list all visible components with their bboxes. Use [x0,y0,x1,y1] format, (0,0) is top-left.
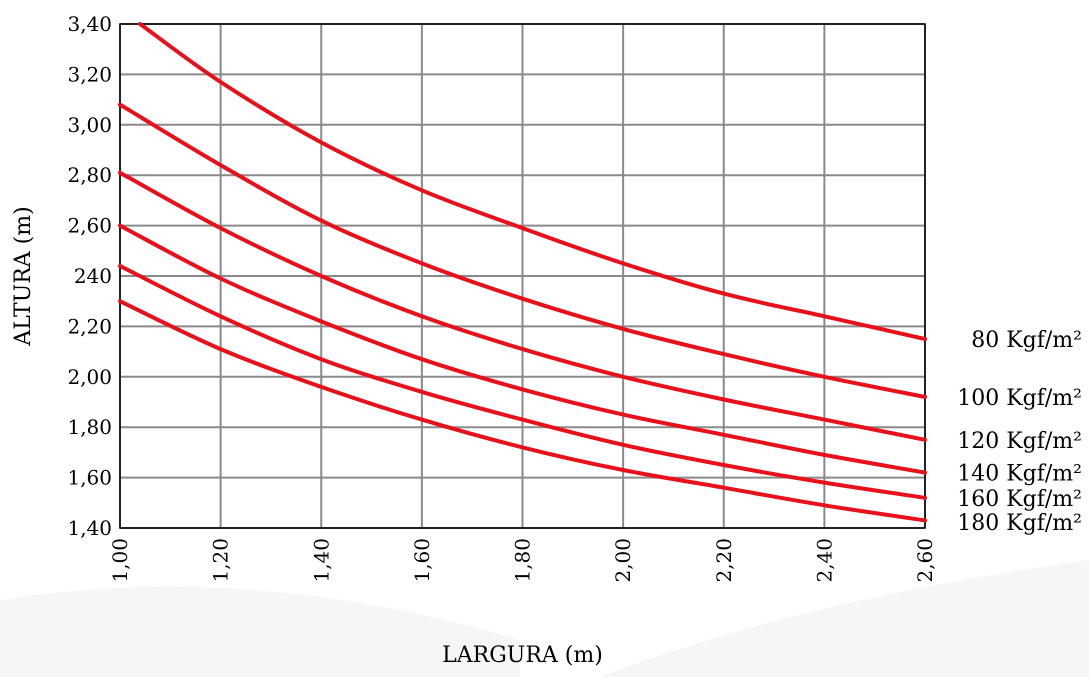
x-axis-title: LARGURA (m) [442,643,603,668]
series-line [118,102,927,399]
series-label: 180 Kgf/m² [957,511,1082,536]
x-tick-label: 1,80 [511,538,535,583]
x-tick-label: 2,40 [812,538,836,583]
y-tick-label: 1,80 [67,415,112,439]
y-tick-labels: 1,40 1,60 1,80 2,00 2,20 240 2,60 2,80 3,00 3,20 3… [67,12,112,540]
y-axis-title: ALTURA (m) [11,206,36,346]
y-tick-label: 2,00 [67,365,112,389]
plot-frame [119,23,926,529]
y-tick-label: 3,40 [67,12,112,36]
series-line [118,223,927,475]
x-tick-label: 2,60 [913,538,937,583]
x-tick-label: 2,20 [712,538,736,583]
x-tick-label: 1,00 [108,538,132,583]
bg-swoosh [0,586,520,677]
series-label: 160 Kgf/m² [957,487,1082,512]
series-label: 100 Kgf/m² [957,386,1082,411]
y-tick-label: 1,40 [67,516,112,540]
y-tick-label: 240 [74,264,112,288]
x-tick-labels: 1,00 1,20 1,40 1,60 1,80 2,00 2,20 2,40 2,60 [108,538,937,583]
y-tick-label: 2,60 [67,214,112,238]
series-line [138,22,927,341]
background-decoration [0,560,1089,677]
y-tick-label: 3,00 [67,113,112,137]
bg-swoosh [600,560,1089,677]
series-line [118,299,927,523]
y-tick-label: 2,20 [67,314,112,338]
x-tick-label: 1,20 [209,538,233,583]
series-label: 80 Kgf/m² [971,328,1082,353]
series-lines [118,22,927,523]
y-tick-label: 3,20 [67,62,112,86]
x-tick-label: 2,00 [611,538,635,583]
series-label: 120 Kgf/m² [957,429,1082,454]
x-tick-label: 1,40 [309,538,333,583]
series-label: 140 Kgf/m² [957,462,1082,487]
y-tick-label: 2,80 [67,163,112,187]
series-line [118,263,927,500]
y-tick-label: 1,60 [67,466,112,490]
series-line [118,170,927,442]
x-tick-label: 1,60 [410,538,434,583]
